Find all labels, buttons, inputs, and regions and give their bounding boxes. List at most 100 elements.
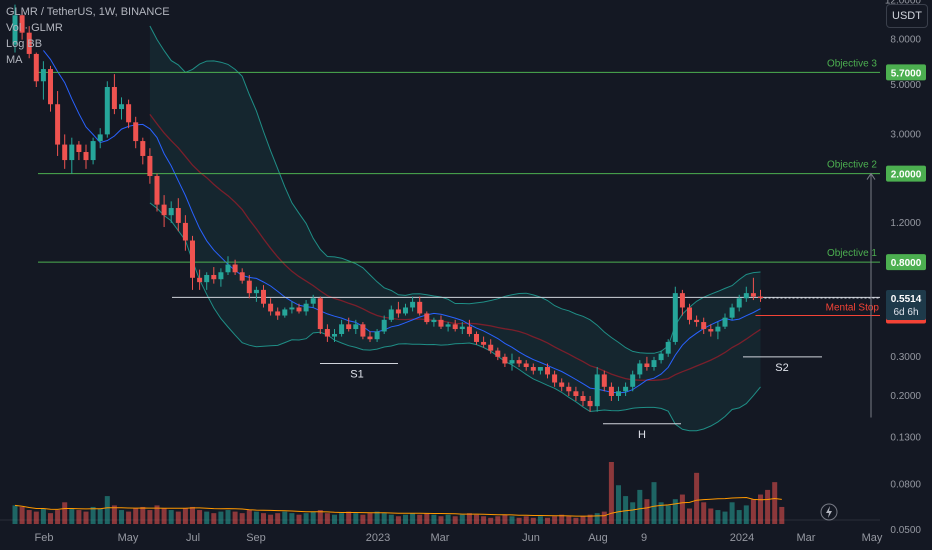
candle-body — [69, 144, 75, 161]
candle-body — [516, 360, 522, 364]
y-tick-label: 0.3000 — [890, 352, 921, 363]
volume-bar — [566, 516, 572, 524]
currency-button[interactable]: USDT — [886, 4, 928, 28]
candle-body — [296, 307, 302, 312]
volume-bar — [722, 511, 728, 524]
volume-bar — [424, 513, 430, 524]
volume-bar — [353, 513, 359, 524]
volume-bar — [90, 506, 96, 524]
volume-bar — [275, 513, 281, 524]
volume-bar — [317, 510, 323, 524]
candle-body — [601, 374, 607, 387]
candle-body — [616, 391, 621, 396]
candle-body — [452, 324, 458, 330]
candle-body — [537, 367, 543, 371]
volume-bar — [282, 511, 288, 524]
candle-body — [431, 319, 437, 323]
candle-body — [324, 329, 330, 337]
volume-bar — [438, 516, 444, 524]
volume-bar — [175, 511, 181, 524]
volume-bar — [765, 489, 771, 524]
volume-bar — [665, 505, 671, 524]
candle-body — [474, 333, 479, 342]
volume-bar — [502, 514, 508, 524]
x-tick-label: Sep — [246, 532, 266, 544]
candle-body — [204, 274, 210, 283]
volume-bar — [559, 514, 565, 524]
candle-body — [339, 324, 345, 334]
candle-body — [573, 391, 579, 396]
volume-bar — [701, 502, 707, 524]
x-tick-label: Mar — [797, 532, 816, 544]
x-tick-label: Mar — [431, 532, 450, 544]
volume-bar — [694, 472, 700, 524]
candle-body — [545, 367, 550, 375]
volume-bar — [474, 514, 479, 524]
volume-bar — [55, 510, 61, 524]
legend-symbol[interactable]: GLMR / TetherUS, 1W, BINANCE — [6, 6, 170, 18]
volume-bar — [537, 516, 543, 524]
candle-body — [353, 324, 359, 330]
candle-body — [424, 313, 430, 323]
lightning-icon — [820, 503, 838, 521]
volume-bar — [161, 508, 167, 524]
volume-bar — [395, 516, 401, 524]
volume-bar — [246, 510, 252, 524]
candle-body — [211, 274, 217, 280]
candle-body — [658, 353, 664, 361]
volume-bar — [651, 482, 657, 524]
candle-body — [40, 69, 46, 82]
candle-body — [417, 301, 423, 314]
volume-bar — [687, 508, 692, 524]
candle-body — [410, 301, 416, 308]
legend-bollinger[interactable]: Log BB — [6, 38, 43, 50]
volume-bar — [495, 516, 501, 524]
candle-body — [111, 87, 117, 110]
y-tick-label: 0.1300 — [890, 433, 921, 444]
volume-bar — [204, 511, 210, 524]
legend-volume[interactable]: Vol · GLMR — [6, 22, 63, 34]
objective-label: Objective 2 — [827, 160, 877, 171]
volume-bar — [332, 514, 337, 524]
volume-bar — [658, 502, 664, 524]
volume-bar — [580, 516, 586, 524]
candle-body — [481, 341, 487, 345]
volume-bar — [232, 511, 238, 524]
candle-body — [502, 356, 508, 364]
volume-bar — [431, 514, 437, 524]
volume-bar — [197, 510, 203, 524]
volume-bar — [772, 482, 778, 524]
volume-bar — [154, 505, 160, 524]
volume-bar — [552, 516, 558, 524]
volume-bar — [239, 513, 245, 524]
volume-bar — [587, 514, 593, 524]
volume-bar — [62, 502, 68, 524]
candle-body — [580, 396, 586, 401]
volume-bar — [140, 506, 146, 524]
candle-body — [388, 309, 394, 320]
candle-body — [679, 293, 685, 308]
candle-body — [722, 317, 728, 327]
candle-body — [459, 326, 465, 330]
candle-body — [332, 333, 337, 337]
candle-body — [76, 144, 82, 153]
volume-bar — [33, 511, 39, 524]
candle-body — [218, 272, 224, 280]
candle-body — [19, 15, 25, 33]
candle-body — [488, 344, 494, 351]
legend-moving-average[interactable]: MA — [6, 54, 23, 66]
candle-body — [694, 319, 700, 323]
candle-body — [530, 367, 536, 371]
price-level-badge-text: 5.7000 — [891, 68, 922, 79]
candle-body — [55, 104, 61, 145]
volume-bar — [69, 508, 75, 524]
price-level-badge-text: 2.0000 — [891, 170, 922, 181]
volume-bar — [48, 513, 53, 524]
price-level-badge — [886, 165, 926, 182]
volume-bar — [261, 513, 266, 524]
x-tick-label: Feb — [35, 532, 54, 544]
volume-bar — [623, 496, 629, 524]
candle-body — [587, 400, 593, 407]
volume-bar — [637, 489, 643, 524]
